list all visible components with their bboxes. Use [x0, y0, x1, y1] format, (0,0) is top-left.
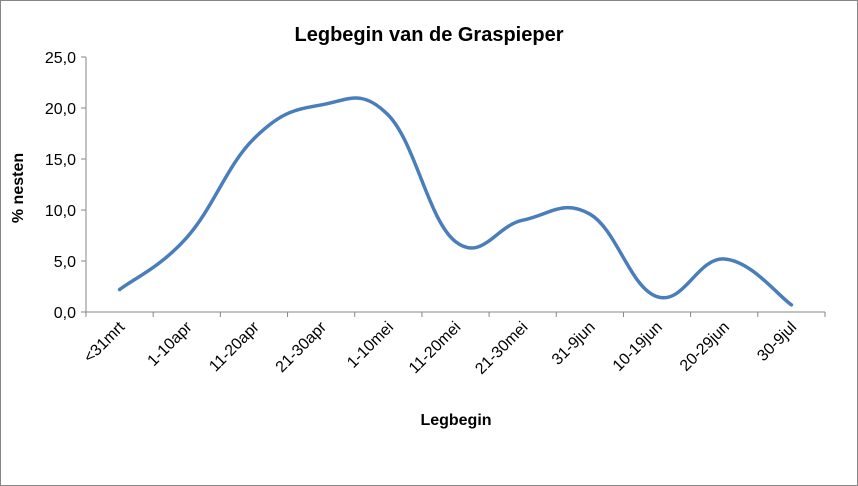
y-tick-label: 5,0 [54, 254, 76, 271]
x-tick-label: 31-9jun [549, 319, 599, 369]
x-tick-label: 1-10apr [145, 318, 196, 369]
x-tick-label: 10-19jun [610, 319, 666, 375]
y-tick-label: 15,0 [45, 152, 76, 169]
x-tick-label: 21-30apr [273, 318, 331, 376]
x-tick-label: 20-29jun [677, 319, 733, 375]
y-tick-label: 25,0 [45, 50, 76, 67]
x-tick-label: 21-30mei [472, 319, 531, 378]
x-tick-label: 30-9jul [754, 319, 800, 365]
series-line [117, 96, 794, 307]
x-axis-label: Legbegin [420, 412, 491, 429]
x-tick-labels: <31mrt 1-10apr 11-20apr 21-30apr 1-10mei 11-2… [81, 318, 800, 378]
x-tick-label: 11-20mei [406, 319, 464, 377]
y-tick-label: 10,0 [45, 203, 76, 220]
y-axis-label: % nesten [10, 153, 27, 223]
chart-title: Legbegin van de Graspieper [295, 24, 564, 46]
y-tick-labels: 0,0 5,0 10,0 15,0 20,0 25,0 [45, 50, 76, 322]
x-tick-label: 11-20apr [206, 318, 263, 375]
x-tick-label: <31mrt [81, 318, 129, 366]
x-tick-label: 1-10mei [344, 319, 397, 372]
y-tick-label: 0,0 [54, 305, 76, 322]
y-tick-label: 20,0 [45, 101, 76, 118]
axes [81, 56, 826, 317]
